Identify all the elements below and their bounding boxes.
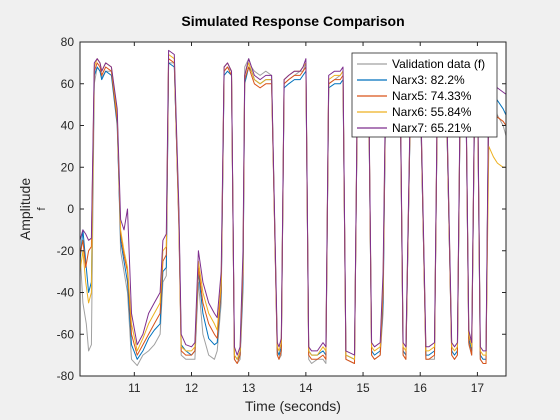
legend-label-3: Narx6: 55.84%: [392, 105, 472, 119]
y-axis-sublabel: f: [36, 207, 48, 211]
y-tick-label: -20: [57, 244, 75, 258]
y-tick-label: -60: [57, 327, 75, 341]
chart-title: Simulated Response Comparison: [181, 13, 404, 29]
y-tick-label: 80: [61, 35, 75, 49]
tick-layer: 11 12 13 14 15 16 17 -80 -60 -40 -20 0 20 40 60 80: [57, 35, 506, 395]
x-axis-label: Time (seconds): [245, 398, 341, 414]
y-tick-label: -80: [57, 369, 75, 383]
legend-box: [351, 52, 498, 138]
y-tick-label: 0: [67, 202, 74, 216]
x-tick-label: 15: [356, 381, 370, 395]
x-tick-label: 14: [299, 381, 313, 395]
x-tick-label: 12: [185, 381, 199, 395]
legend: Validation data (f) Narx3: 82.2% Narx5: 74…: [351, 52, 498, 138]
x-tick-label: 13: [242, 381, 256, 395]
y-tick-label: 60: [61, 77, 75, 91]
y-axis-label: Amplitude: [17, 178, 33, 240]
y-tick-label: 20: [61, 160, 75, 174]
y-tick-label: 40: [61, 119, 75, 133]
x-tick-label: 16: [414, 381, 428, 395]
legend-label-2: Narx5: 74.33%: [392, 89, 472, 103]
x-tick-label: 11: [128, 381, 141, 395]
legend-label-0: Validation data (f): [392, 57, 485, 71]
y-tick-label: -40: [57, 286, 75, 300]
legend-label-4: Narx7: 65.21%: [392, 121, 472, 135]
legend-label-1: Narx3: 82.2%: [392, 73, 465, 87]
x-tick-label: 17: [471, 381, 485, 395]
